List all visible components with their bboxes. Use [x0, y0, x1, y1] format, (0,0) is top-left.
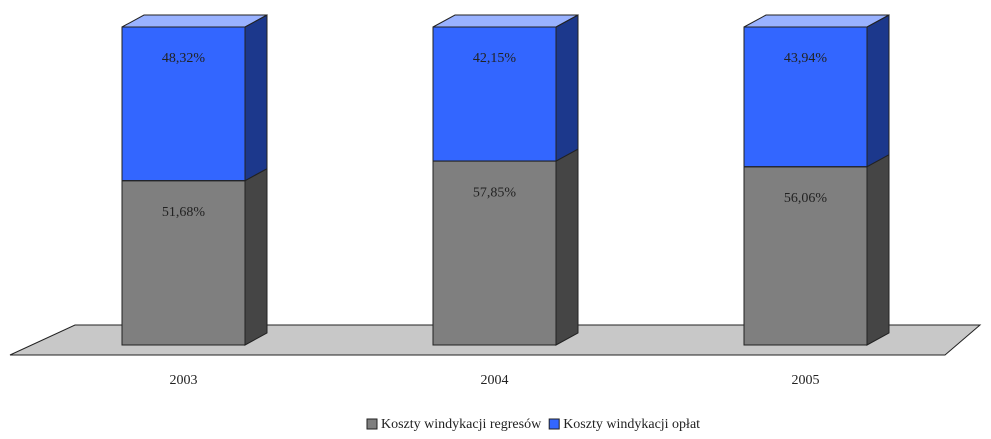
legend-label: Koszty windykacji regresów	[381, 417, 542, 432]
bar-face-bg	[743, 26, 868, 168]
bar-face	[432, 26, 557, 162]
bar-side	[556, 15, 578, 162]
value-label: 57,85%	[473, 185, 517, 200]
value-label: 51,68%	[162, 205, 206, 220]
bar-face-bg	[121, 26, 246, 182]
bar-side-shade	[866, 153, 890, 346]
bar-top	[432, 14, 579, 28]
bar-side-shade	[244, 167, 268, 346]
bar-side	[245, 15, 267, 181]
legend-swatch	[548, 418, 560, 430]
legend-label: Koszty windykacji opłat	[563, 417, 700, 432]
legend-swatch	[366, 418, 378, 430]
bar-side-shade	[244, 14, 268, 182]
bar-side	[556, 149, 578, 345]
value-label: 42,15%	[473, 51, 517, 66]
bar-face	[743, 166, 868, 346]
x-tick-label: 2004	[481, 373, 509, 388]
x-tick-label: 2003	[170, 373, 198, 388]
bar-side	[867, 154, 889, 345]
x-tick-label: 2005	[792, 373, 820, 388]
bar-face-bg	[432, 26, 557, 162]
value-label: 43,94%	[784, 51, 828, 66]
bar-side	[245, 168, 267, 345]
bar-top	[743, 14, 890, 28]
bar-side	[867, 15, 889, 167]
bar-top	[121, 14, 268, 28]
bar-side-shade	[555, 14, 579, 162]
bar-side-shade	[555, 148, 579, 346]
value-label: 48,32%	[162, 51, 206, 66]
bar-side-shade	[866, 14, 890, 168]
value-label: 56,06%	[784, 191, 828, 206]
